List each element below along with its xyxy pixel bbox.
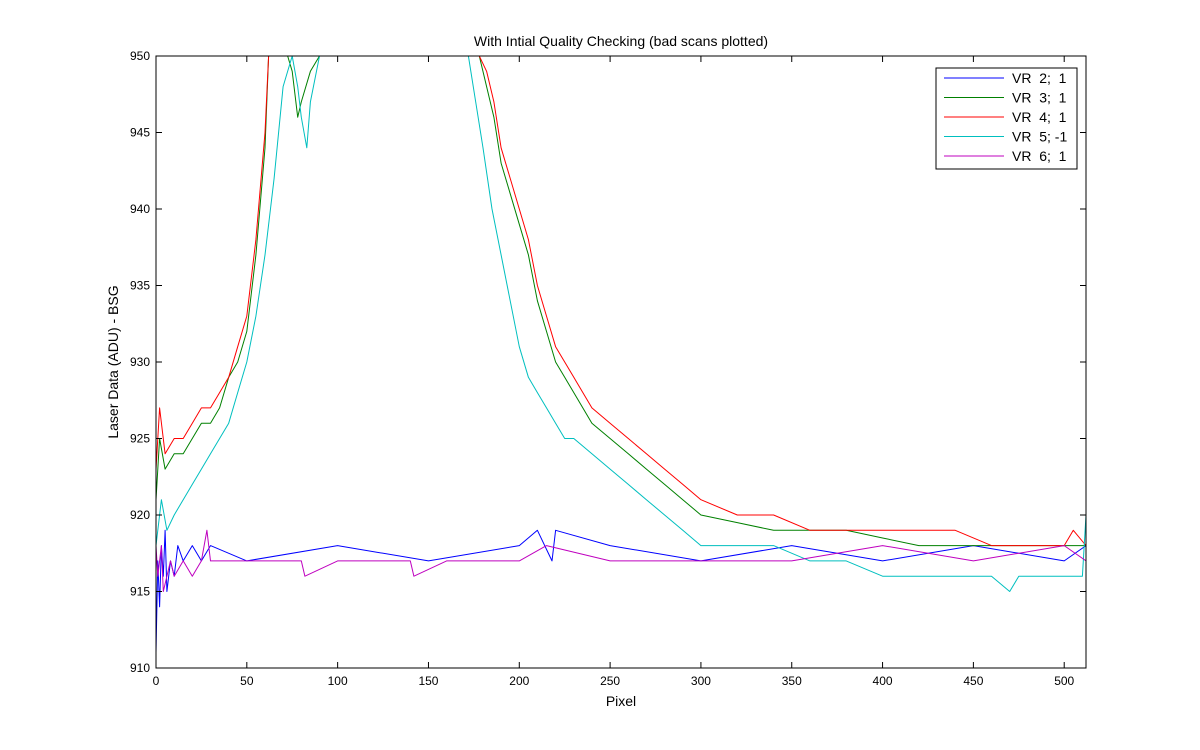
x-axis-title: Pixel xyxy=(606,693,636,709)
series-layer xyxy=(156,56,1086,653)
x-tick-label: 150 xyxy=(418,674,438,688)
plot-area xyxy=(156,56,1086,668)
x-tick-label: 50 xyxy=(240,674,254,688)
x-tick-label: 200 xyxy=(509,674,529,688)
x-tick-label: 350 xyxy=(782,674,802,688)
y-tick-label: 950 xyxy=(130,49,150,63)
x-tick-label: 450 xyxy=(963,674,983,688)
y-tick-label: 910 xyxy=(130,661,150,675)
y-tick-label: 920 xyxy=(130,508,150,522)
y-axis-title: Laser Data (ADU) - BSG xyxy=(105,285,121,438)
series-line-5 xyxy=(156,529,1086,592)
legend-label-3: VR 4; 1 xyxy=(1012,109,1067,125)
legend: VR 2; 1 VR 3; 1 VR 4; 1 VR 5; -1 VR 6; 1 xyxy=(935,67,1078,170)
legend-box xyxy=(935,67,1078,170)
x-tick-label: 500 xyxy=(1054,674,1074,688)
legend-label-1: VR 2; 1 xyxy=(1012,70,1067,86)
tick-layer: 0 50 100 150 200 250 300 350 400 450 500 910 915 920 9… xyxy=(130,49,1086,688)
x-tick-label: 400 xyxy=(873,674,893,688)
y-tick-label: 935 xyxy=(130,279,150,293)
y-tick-label: 915 xyxy=(130,585,150,599)
y-tick-label: 940 xyxy=(130,202,150,216)
series-line-3 xyxy=(156,56,1086,547)
x-tick-label: 0 xyxy=(153,674,160,688)
series-line-4 xyxy=(156,56,1086,592)
x-tick-label: 250 xyxy=(600,674,620,688)
x-tick-label: 300 xyxy=(691,674,711,688)
y-tick-label: 925 xyxy=(130,432,150,446)
x-tick-label: 100 xyxy=(328,674,348,688)
series-line-1 xyxy=(156,529,1086,653)
legend-label-2: VR 3; 1 xyxy=(1012,90,1067,106)
legend-label-5: VR 6; 1 xyxy=(1012,148,1067,164)
plot-frame xyxy=(155,55,1087,669)
y-tick-label: 945 xyxy=(130,126,150,140)
legend-label-4: VR 5; -1 xyxy=(1012,129,1067,145)
chart-title: With Intial Quality Checking (bad scans … xyxy=(474,33,768,49)
y-tick-label: 930 xyxy=(130,355,150,369)
